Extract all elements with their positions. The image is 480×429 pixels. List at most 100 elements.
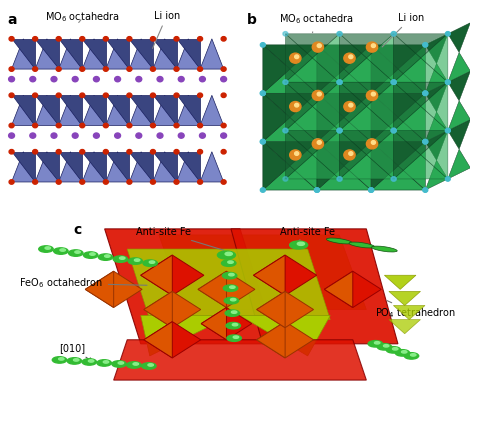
Circle shape <box>217 251 236 259</box>
Polygon shape <box>286 82 312 130</box>
Circle shape <box>317 141 321 144</box>
Circle shape <box>337 177 342 181</box>
Circle shape <box>445 128 450 133</box>
Polygon shape <box>367 82 394 130</box>
Polygon shape <box>35 152 59 182</box>
Circle shape <box>221 133 227 138</box>
Polygon shape <box>317 93 371 118</box>
Polygon shape <box>59 95 82 126</box>
Circle shape <box>295 103 299 107</box>
Circle shape <box>314 91 320 96</box>
Polygon shape <box>159 235 366 310</box>
Circle shape <box>446 177 450 181</box>
Polygon shape <box>82 152 106 182</box>
Circle shape <box>224 297 239 304</box>
Polygon shape <box>106 152 130 182</box>
Polygon shape <box>35 39 59 69</box>
Circle shape <box>337 128 342 133</box>
Circle shape <box>30 133 36 138</box>
Circle shape <box>142 363 156 369</box>
Circle shape <box>314 139 320 144</box>
Polygon shape <box>398 45 425 93</box>
Polygon shape <box>371 93 425 118</box>
Circle shape <box>178 133 184 138</box>
Circle shape <box>221 93 226 97</box>
Polygon shape <box>389 291 420 305</box>
Circle shape <box>136 76 142 82</box>
Circle shape <box>198 180 203 184</box>
Polygon shape <box>367 34 394 82</box>
Polygon shape <box>106 39 130 69</box>
Circle shape <box>174 180 179 184</box>
Polygon shape <box>324 271 381 308</box>
Circle shape <box>39 246 53 252</box>
Polygon shape <box>394 130 448 155</box>
Circle shape <box>174 93 179 97</box>
Circle shape <box>314 139 320 144</box>
Circle shape <box>344 150 355 160</box>
Circle shape <box>51 133 57 138</box>
Circle shape <box>337 32 342 36</box>
Circle shape <box>283 32 288 36</box>
Polygon shape <box>201 308 252 340</box>
Circle shape <box>84 252 98 258</box>
Circle shape <box>223 285 238 291</box>
Circle shape <box>337 128 342 133</box>
Polygon shape <box>59 152 82 182</box>
Circle shape <box>80 123 85 128</box>
Polygon shape <box>59 39 82 69</box>
Polygon shape <box>263 69 317 93</box>
Circle shape <box>80 36 85 41</box>
Circle shape <box>391 80 396 85</box>
Circle shape <box>391 32 396 36</box>
Circle shape <box>103 67 108 71</box>
Polygon shape <box>389 320 420 334</box>
Polygon shape <box>394 155 448 179</box>
Circle shape <box>369 139 373 144</box>
Circle shape <box>90 253 95 255</box>
Circle shape <box>174 150 179 154</box>
Polygon shape <box>153 39 177 69</box>
Polygon shape <box>286 130 339 155</box>
Polygon shape <box>153 95 177 126</box>
Circle shape <box>103 36 108 41</box>
Circle shape <box>118 362 123 364</box>
Polygon shape <box>153 95 177 126</box>
Polygon shape <box>286 130 312 179</box>
Polygon shape <box>200 39 224 69</box>
Circle shape <box>221 36 226 41</box>
Polygon shape <box>286 34 312 82</box>
Polygon shape <box>82 39 106 69</box>
Circle shape <box>295 55 299 59</box>
Polygon shape <box>339 34 367 82</box>
Polygon shape <box>317 69 371 93</box>
Polygon shape <box>153 152 177 182</box>
Circle shape <box>312 91 324 100</box>
Circle shape <box>317 92 321 96</box>
Polygon shape <box>394 34 421 82</box>
Circle shape <box>344 53 355 63</box>
Circle shape <box>9 123 14 128</box>
Polygon shape <box>12 95 35 126</box>
Circle shape <box>393 347 398 350</box>
Polygon shape <box>144 291 172 328</box>
Polygon shape <box>257 291 313 328</box>
Circle shape <box>33 93 37 97</box>
Circle shape <box>80 150 85 154</box>
Circle shape <box>56 67 61 71</box>
Circle shape <box>260 139 265 144</box>
Circle shape <box>372 92 375 96</box>
Circle shape <box>314 42 320 47</box>
Circle shape <box>374 341 380 344</box>
Circle shape <box>227 335 241 341</box>
Circle shape <box>369 139 373 144</box>
Circle shape <box>150 67 156 71</box>
Circle shape <box>228 261 233 263</box>
Polygon shape <box>312 82 339 130</box>
Circle shape <box>67 358 82 364</box>
Circle shape <box>369 42 373 47</box>
Polygon shape <box>394 82 421 130</box>
Circle shape <box>337 80 342 85</box>
Circle shape <box>198 67 203 71</box>
Circle shape <box>369 188 373 192</box>
